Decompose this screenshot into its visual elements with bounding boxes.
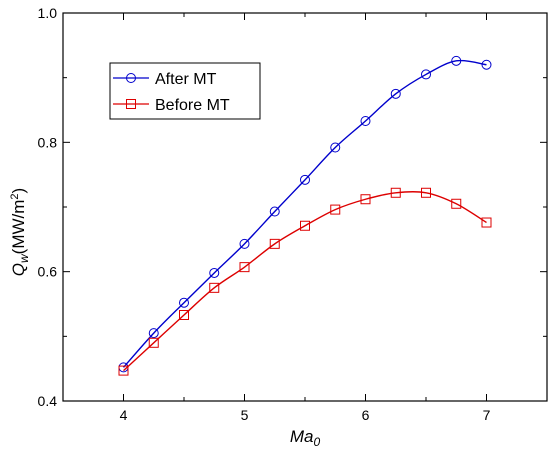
y-axis-title-sub: w <box>17 253 31 263</box>
y-axis-title-unit-suffix: ) <box>9 188 28 194</box>
data-point <box>179 297 189 308</box>
legend-box <box>109 62 261 120</box>
series-after-mt <box>118 55 492 373</box>
series-before-mt <box>118 187 492 376</box>
data-point <box>269 238 280 249</box>
data-point <box>421 69 431 80</box>
y-axis-title-unit-sup: 2 <box>9 193 21 199</box>
x-axis-title-sub: 0 <box>313 435 320 449</box>
data-point <box>269 206 280 217</box>
data-point <box>360 115 371 126</box>
y-tick-label: 1.0 <box>38 5 58 21</box>
series-layer <box>118 55 492 376</box>
data-point <box>330 204 341 215</box>
data-point <box>481 217 492 228</box>
x-axis-title-main: Ma <box>290 427 314 446</box>
x-tick-label: 6 <box>362 407 370 423</box>
y-tick-label: 0.8 <box>38 134 58 150</box>
y-tick-label: 0.4 <box>38 393 58 409</box>
data-point <box>451 198 462 209</box>
data-point <box>239 238 250 249</box>
x-tick-label: 4 <box>120 407 128 423</box>
legend-marker-after-mt <box>126 73 136 83</box>
data-point <box>148 328 159 339</box>
axes: 4 5 6 7 0.4 0.6 0.8 1.0 <box>38 5 548 423</box>
y-axis-title: Qw(MW/m2) <box>9 188 31 276</box>
data-point <box>451 55 462 66</box>
data-point <box>390 187 401 198</box>
data-point <box>300 220 310 231</box>
data-point <box>360 194 371 205</box>
legend: After MT Before MT <box>109 62 261 120</box>
data-point <box>330 142 341 153</box>
data-point <box>179 309 189 320</box>
series-line <box>123 190 487 372</box>
y-axis-title-main: Q <box>9 263 28 276</box>
series-line <box>122 59 487 368</box>
x-tick-label: 5 <box>241 407 249 423</box>
y-tick-label: 0.6 <box>38 264 58 280</box>
data-point <box>481 59 492 70</box>
y-axis-title-unit-prefix: (MW/m <box>9 200 28 255</box>
legend-label-before-mt: Before MT <box>155 97 230 114</box>
data-point <box>209 282 220 293</box>
data-point <box>209 267 220 278</box>
legend-marker-before-mt <box>126 99 136 109</box>
x-tick-label: 7 <box>483 407 491 423</box>
data-point <box>118 365 129 376</box>
legend-label-after-mt: After MT <box>155 71 217 88</box>
data-point <box>300 174 310 185</box>
data-point <box>148 337 159 348</box>
data-point <box>421 187 431 198</box>
data-point <box>390 88 401 99</box>
data-point <box>239 262 250 273</box>
x-axis-title: Ma0 <box>290 427 321 449</box>
